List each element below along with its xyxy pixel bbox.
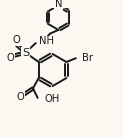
Text: OH: OH (44, 94, 60, 104)
Text: Br: Br (82, 53, 92, 63)
Text: NH: NH (39, 36, 54, 46)
Text: O: O (17, 92, 25, 102)
Text: S: S (22, 48, 29, 58)
Text: N: N (55, 0, 62, 9)
Text: O: O (12, 35, 20, 45)
Text: O: O (6, 53, 14, 63)
